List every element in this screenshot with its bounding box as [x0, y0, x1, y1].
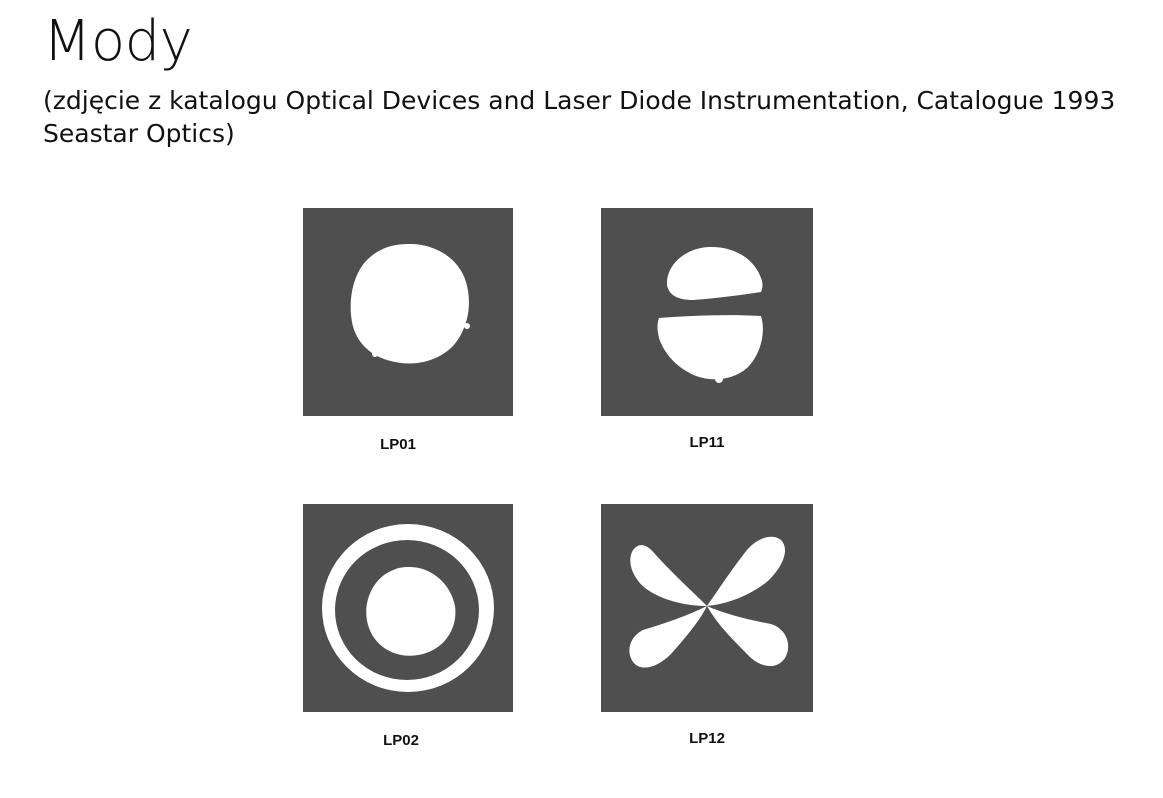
- mode-image-lp01: [303, 208, 513, 416]
- mode-label-lp11: LP11: [689, 434, 725, 451]
- mode-pattern-lp12: [629, 536, 789, 668]
- mode-pattern-lp01: [350, 243, 470, 364]
- mode-label-lp01: LP01: [380, 436, 416, 453]
- mode-image-lp12: [601, 504, 813, 712]
- slide-subtitle: (zdjęcie z katalogu Optical Devices and …: [43, 86, 1116, 148]
- mode-label-lp12: LP12: [689, 730, 725, 747]
- slide-title: Mody: [43, 9, 193, 74]
- mode-image-lp11: [601, 208, 813, 416]
- mode-label-lp02: LP02: [383, 732, 419, 749]
- mode-pattern-lp11: [657, 246, 763, 383]
- mode-image-lp02: [303, 504, 513, 712]
- mode-pattern-lp02: [322, 524, 494, 692]
